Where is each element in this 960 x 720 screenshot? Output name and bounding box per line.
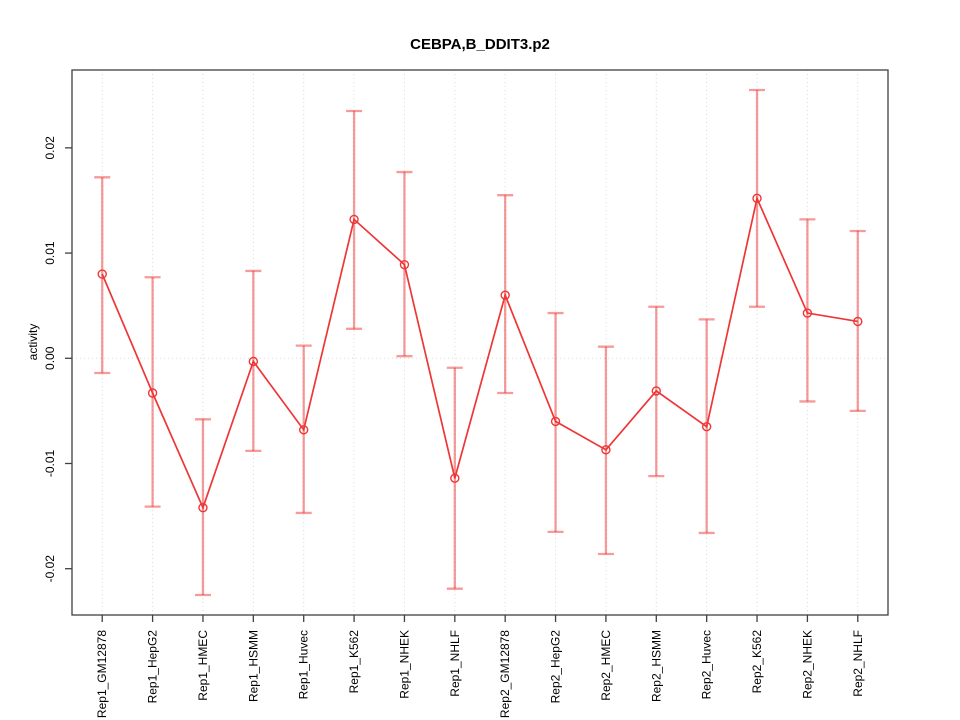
data-point-marker (399, 259, 410, 270)
data-point-marker (651, 386, 661, 396)
x-tick-label: Rep2_K562 (750, 630, 764, 694)
x-tick-label: Rep2_NHLF (851, 630, 865, 697)
x-tick-label: Rep2_HMEC (599, 630, 613, 701)
data-point-marker (550, 416, 561, 427)
data-point-marker (147, 388, 158, 398)
data-point-marker (349, 214, 359, 225)
data-point-marker (601, 445, 611, 455)
y-tick-label: -0.02 (43, 555, 57, 583)
plot-border (71, 69, 889, 616)
x-tick-label: Rep2_HSMM (649, 630, 663, 702)
error-bar (799, 218, 816, 403)
y-tick-label: 0.02 (43, 136, 57, 160)
data-point-marker (802, 308, 813, 318)
data-point-marker (853, 316, 863, 327)
x-tick-label: Rep1_HSMM (246, 630, 260, 702)
data-point-marker (299, 425, 309, 435)
x-tick-label: Rep1_K562 (347, 630, 361, 694)
data-point-marker (752, 193, 762, 204)
x-tick-label: Rep1_NHLF (448, 630, 462, 697)
data-point-marker (450, 473, 460, 483)
data-point-marker (500, 290, 510, 300)
x-tick-label: Rep2_GM12878 (498, 630, 512, 718)
chart-title: CEBPA,B_DDIT3.p2 (410, 36, 550, 53)
series-line (101, 195, 858, 511)
x-tick-label: Rep2_NHEK (800, 630, 814, 699)
y-axis-label: activity (26, 323, 40, 361)
x-tick-label: Rep1_Huvec (297, 630, 311, 699)
data-point-marker (198, 502, 208, 513)
y-tick-label: -0.01 (43, 449, 57, 477)
data-point-marker (248, 356, 259, 367)
x-tick-label: Rep1_GM12878 (95, 630, 109, 718)
y-tick-label: 0.00 (43, 346, 57, 370)
x-tick-label: Rep1_HMEC (196, 630, 210, 701)
x-tick-label: Rep2_Huvec (700, 630, 714, 699)
y-tick-label: 0.01 (43, 241, 57, 265)
x-tick-label: Rep2_HepG2 (549, 630, 563, 704)
error-bar (547, 311, 564, 534)
x-tick-label: Rep1_NHEK (397, 630, 411, 699)
data-point-marker (701, 421, 712, 432)
x-tick-label: Rep1_HepG2 (146, 630, 160, 704)
data-point-marker (97, 269, 107, 279)
